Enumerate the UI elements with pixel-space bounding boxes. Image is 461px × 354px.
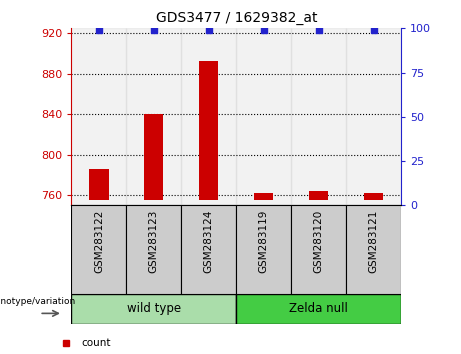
Bar — [71, 28, 126, 205]
Text: GSM283121: GSM283121 — [369, 210, 378, 273]
Bar — [144, 114, 164, 200]
Bar — [291, 205, 346, 294]
Text: wild type: wild type — [127, 302, 181, 315]
Bar — [199, 61, 219, 200]
Bar — [346, 28, 401, 205]
Bar — [236, 205, 291, 294]
Bar — [346, 205, 401, 294]
Title: GDS3477 / 1629382_at: GDS3477 / 1629382_at — [155, 11, 317, 24]
Bar — [236, 28, 291, 205]
Bar — [309, 191, 328, 200]
Bar — [126, 28, 181, 205]
Bar — [71, 294, 236, 324]
Bar — [364, 193, 383, 200]
Bar — [126, 205, 181, 294]
Bar — [236, 294, 401, 324]
Bar — [254, 193, 273, 200]
Text: GSM283119: GSM283119 — [259, 210, 269, 273]
Text: Zelda null: Zelda null — [289, 302, 348, 315]
Text: genotype/variation: genotype/variation — [0, 297, 75, 306]
Text: GSM283123: GSM283123 — [149, 210, 159, 273]
Text: GSM283124: GSM283124 — [204, 210, 214, 273]
Text: GSM283122: GSM283122 — [94, 210, 104, 273]
Bar — [291, 28, 346, 205]
Text: GSM283120: GSM283120 — [313, 210, 324, 273]
Bar — [71, 205, 126, 294]
Bar — [181, 205, 236, 294]
Text: count: count — [81, 338, 111, 348]
Bar — [89, 169, 108, 200]
Bar — [181, 28, 236, 205]
